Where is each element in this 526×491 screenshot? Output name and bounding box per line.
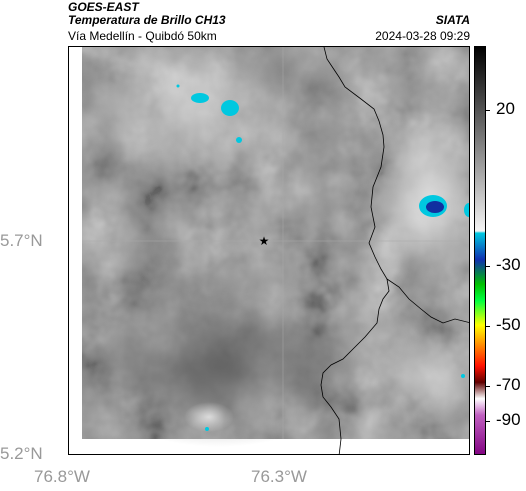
product-title: Temperatura de Brillo CH13 [68,13,226,27]
satellite-title: GOES-EAST [68,0,139,14]
colorbar-label: -30 [496,255,521,274]
colorbar-label: -90 [496,410,521,429]
cold-cloud-cells [176,84,469,431]
lon-tick-label: 76.8°W [34,467,90,486]
lon-tick-label: 76.3°W [251,467,307,486]
colorbar-label: -50 [496,315,521,334]
satellite-map[interactable]: ★ [68,46,470,455]
map-image: ★ [69,47,469,454]
route-subtitle: Vía Medellín - Quibdó 50km [68,29,217,43]
star-marker-icon: ★ [259,234,270,248]
grid-lines [82,47,469,439]
admin-borders [320,47,469,454]
lat-tick-label: 5.2°N [0,444,43,463]
colorbar-gradient [475,47,485,454]
timestamp-label: 2024-03-28 09:29 [375,29,470,43]
agency-label: SIATA [435,13,470,27]
cloud-imagery [79,47,469,447]
colorbar-label: -70 [496,375,521,394]
colorbar-label: 20 [496,99,515,118]
colorbar [474,46,486,455]
lat-tick-label: 5.7°N [0,231,43,250]
